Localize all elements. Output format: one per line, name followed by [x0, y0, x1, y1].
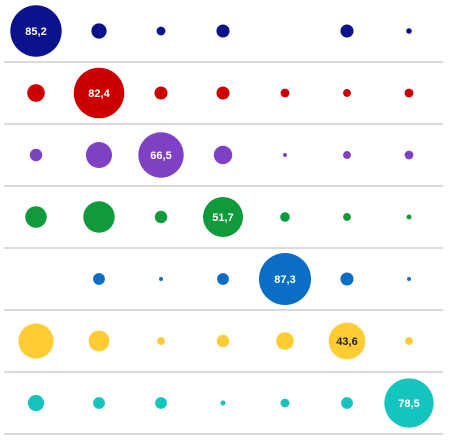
bubble-r4-c1	[25, 206, 47, 228]
bubble-r4-c6	[343, 213, 351, 221]
bubble-r3-c2	[85, 141, 113, 169]
bubble-r4-c4	[202, 196, 244, 238]
bubble-label-5: 87,3	[274, 274, 295, 286]
bubble-r7-c6	[341, 397, 353, 409]
bubble-r6-c2	[88, 330, 110, 352]
bubble-r3-c5	[283, 153, 287, 157]
bubble-r1-c1	[10, 5, 62, 57]
bubble-r3-c6	[343, 151, 351, 159]
bubble-r2-c6	[343, 89, 351, 97]
bubble-r1-c2	[91, 23, 107, 39]
bubble-r7-c3	[155, 397, 167, 409]
bubble-r3-c3	[138, 132, 184, 178]
bubble-r1-c4	[216, 24, 230, 38]
bubble-r3-c4	[213, 145, 233, 165]
bubble-r2-c4	[216, 86, 230, 100]
bubble-r5-c2	[93, 273, 105, 285]
bubble-r5-c7	[407, 277, 411, 281]
bubble-r6-c5	[276, 332, 294, 350]
bubble-r2-c1	[27, 84, 45, 102]
bubble-r4-c3	[154, 210, 168, 224]
bubble-r7-c7	[384, 378, 434, 428]
bubble-r5-c3	[159, 277, 163, 281]
bubble-r6-c4	[216, 334, 230, 348]
bubble-r2-c5	[280, 88, 290, 98]
bubble-r4-c5	[280, 212, 290, 222]
bubble-r2-c2	[73, 67, 125, 119]
bubble-r4-c2	[83, 201, 115, 233]
bubble-r1-c7	[406, 28, 412, 34]
bubble-r6-c7	[405, 337, 413, 345]
bubble-r7-c5	[280, 398, 290, 408]
bubble-r6-c3	[157, 337, 165, 345]
bubble-label-4: 51,7	[212, 212, 233, 224]
bubble-label-1: 85,2	[25, 26, 46, 38]
bubble-r7-c4	[220, 400, 226, 406]
bubble-r4-c7	[406, 214, 412, 220]
bubble-label-6: 43,6	[336, 336, 357, 348]
bubble-r6-c6	[328, 322, 366, 360]
bubble-r2-c3	[154, 86, 168, 100]
bubble-r3-c1	[29, 148, 43, 162]
bubble-r1-c6	[340, 24, 354, 38]
bubble-r5-c6	[340, 272, 354, 286]
bubble-r6-c1	[18, 323, 54, 359]
bubble-r3-c7	[404, 150, 414, 160]
bubble-r7-c1	[27, 394, 45, 412]
bubble-label-2: 82,4	[88, 88, 110, 100]
bubble-r5-c4	[217, 273, 229, 285]
bubble-r1-c3	[156, 26, 166, 36]
bubble-r2-c7	[404, 88, 414, 98]
bubble-r7-c2	[93, 397, 105, 409]
bubble-label-7: 78,5	[398, 398, 419, 410]
bubble-r5-c5	[259, 253, 311, 305]
bubble-label-3: 66,5	[150, 150, 171, 162]
